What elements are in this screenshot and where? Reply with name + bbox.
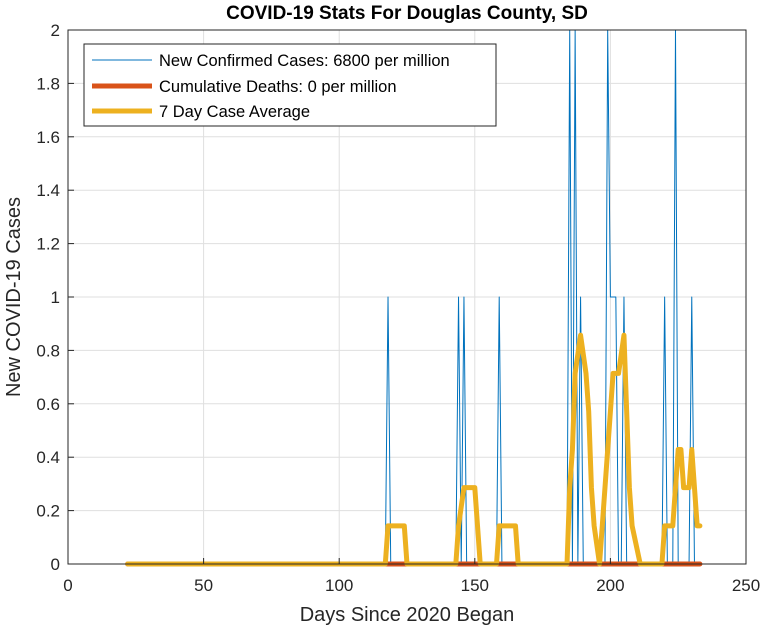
chart-title: COVID-19 Stats For Douglas County, SD <box>226 3 588 24</box>
y-axis-label: New COVID-19 Cases <box>3 197 25 397</box>
y-tick-label: 1.2 <box>36 235 60 254</box>
y-tick-label: 1.6 <box>36 128 60 147</box>
tick-labels: 0 50 100 150 200 250 0 0.2 0.4 0.6 0.8 1 1.2 1.4 1.6 1.… <box>36 21 760 595</box>
y-tick-label: 1.4 <box>36 181 60 200</box>
x-axis-label: Days Since 2020 Began <box>300 604 515 626</box>
legend-box <box>83 43 497 127</box>
y-tick-label: 2 <box>51 21 60 40</box>
x-tick-label: 50 <box>194 576 213 595</box>
y-tick-label: 0.4 <box>36 448 60 467</box>
y-tick-label: 1.8 <box>36 74 60 93</box>
y-tick-label: 0 <box>51 555 60 574</box>
ticks <box>67 29 747 565</box>
series-line-7-day-average <box>125 332 703 567</box>
y-tick-label: 0.2 <box>36 502 60 521</box>
y-tick-label: 0.8 <box>36 341 60 360</box>
legend: New Confirmed Cases: 6800 per million Cu… <box>83 43 497 127</box>
x-tick-label: 100 <box>325 576 353 595</box>
y-tick-label: 1 <box>51 288 60 307</box>
legend-label-deaths: Cumulative Deaths: 0 per million <box>159 78 397 96</box>
y-tick-label: 0.6 <box>36 395 60 414</box>
x-tick-label: 250 <box>732 576 760 595</box>
x-tick-label: 200 <box>596 576 624 595</box>
x-tick-label: 0 <box>63 576 72 595</box>
x-tick-label: 150 <box>461 576 489 595</box>
legend-label-new-cases: New Confirmed Cases: 6800 per million <box>159 52 450 70</box>
legend-label-average: 7 Day Case Average <box>159 103 310 121</box>
